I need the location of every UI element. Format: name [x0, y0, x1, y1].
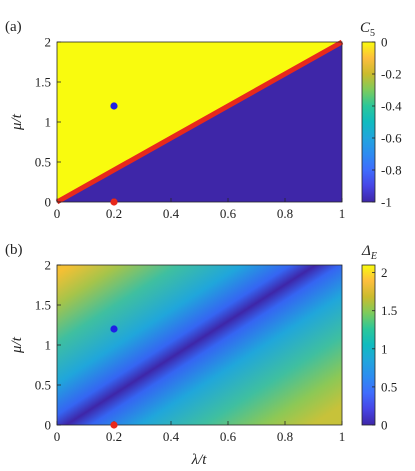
panel-b-colorbar-gradient	[362, 265, 375, 425]
panel-b-ytick-label: 1	[45, 338, 52, 353]
panel-b-colorbar: 2 1.5 1 0.5 0 ΔE	[361, 243, 397, 433]
panel-a-ytick-label: 1	[45, 115, 52, 130]
panel-a-cbar-tick-label: -0.4	[381, 99, 402, 114]
panel-a-ytick-label: 0	[45, 195, 52, 210]
panel-a-plot-area	[55, 39, 344, 205]
panel-b-xtick-label: 1	[339, 429, 346, 444]
panel-a-xtick-label: 0.6	[220, 206, 237, 221]
panel-b-plot-area	[56, 264, 343, 426]
panel-a: (a) 0 0.2 0.4 0.6 0.8 1 0 0.5 1 1.5 2 μ/t 0 -0.2 -0.…	[5, 19, 402, 221]
panel-a-ytick-label: 1.5	[35, 75, 51, 90]
panel-b-cbar-tick-label: 1	[381, 341, 388, 356]
panel-b-heatmap	[57, 265, 342, 425]
panel-a-colorbar: 0 -0.2 -0.4 -0.6 -0.8 -1 C5	[360, 20, 402, 210]
panel-b-marker-2	[110, 421, 118, 429]
panel-b-xtick-label: 0.6	[220, 429, 237, 444]
panel-b-ylabel: μ/t	[9, 336, 25, 354]
panel-a-xtick-label: 0	[54, 206, 61, 221]
panel-a-ylabel: μ/t	[9, 113, 25, 131]
panel-a-ytick-label: 2	[45, 35, 52, 50]
panel-b-cbar-tick-label: 0	[381, 418, 388, 433]
panel-b-xtick-label: 0.4	[163, 429, 180, 444]
panel-a-ytick-label: 0.5	[35, 155, 51, 170]
panel-a-cbar-tick-label: -0.6	[381, 131, 402, 146]
panel-a-marker-1	[110, 102, 118, 110]
panel-a-label: (a)	[5, 19, 22, 35]
panel-a-cbar-tick-label: -1	[381, 195, 392, 210]
panel-b-xtick-label: 0.8	[277, 429, 293, 444]
panel-b-xtick-label: 0.2	[106, 429, 122, 444]
panel-a-points	[110, 102, 118, 206]
panel-b-ytick-label: 2	[45, 258, 52, 273]
panel-a-xtick-label: 0.4	[163, 206, 180, 221]
panel-a-colorbar-label: C5	[360, 20, 375, 39]
panel-a-cbar-tick-label: -0.2	[381, 67, 402, 82]
panel-a-marker-2	[110, 198, 118, 206]
panel-a-colorbar-ticks: 0 -0.2 -0.4 -0.6 -0.8 -1	[372, 35, 402, 210]
panel-b-colorbar-ticks: 2 1.5 1 0.5 0	[372, 265, 397, 433]
panel-a-xtick-label: 0.2	[106, 206, 122, 221]
panel-b-xtick-label: 0	[54, 429, 61, 444]
panel-b-colorbar-frame	[361, 264, 376, 426]
panel-a-cbar-tick-label: 0	[381, 35, 388, 50]
panel-b-cbar-tick-label: 2	[381, 265, 388, 280]
panel-a-xtick-label: 1	[339, 206, 346, 221]
panel-a-colorbar-gradient	[362, 42, 375, 202]
panel-a-colorbar-frame	[361, 41, 376, 203]
panel-b-axes: 0 0.2 0.4 0.6 0.8 1 0 0.5 1 1.5 2	[35, 258, 346, 445]
panel-b-ytick-label: 0.5	[35, 378, 51, 393]
panel-b-cbar-tick-label: 0.5	[381, 379, 397, 394]
panel-b-marker-1	[110, 325, 118, 333]
panel-a-phase-boundary	[55, 39, 344, 205]
panel-b-xlabel: λ/t	[191, 452, 208, 468]
panel-b-ytick-label: 0	[45, 418, 52, 433]
panel-b-label: (b)	[5, 242, 23, 258]
panel-a-xtick-label: 0.8	[277, 206, 293, 221]
panel-b-points	[110, 325, 118, 429]
panel-b-cbar-tick-label: 1.5	[381, 303, 397, 318]
panel-b-colorbar-label: ΔE	[361, 243, 377, 262]
panel-a-axes: 0 0.2 0.4 0.6 0.8 1 0 0.5 1 1.5 2	[35, 35, 346, 222]
panel-b-ytick-label: 1.5	[35, 298, 51, 313]
panel-b: (b) 0 0.2 0.4 0.6 0.8 1 0 0.5 1 1.5 2 μ/t λ/t 2 1.5…	[5, 242, 397, 468]
panel-a-cbar-tick-label: -0.8	[381, 163, 402, 178]
